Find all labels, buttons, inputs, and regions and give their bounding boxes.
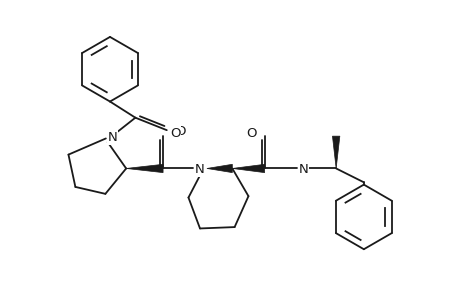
- Text: O: O: [246, 127, 257, 140]
- Polygon shape: [207, 164, 232, 172]
- Text: N: N: [298, 164, 308, 176]
- Polygon shape: [332, 136, 339, 169]
- Polygon shape: [126, 164, 163, 172]
- Text: O: O: [170, 127, 180, 140]
- Polygon shape: [232, 164, 264, 172]
- Text: O: O: [175, 125, 185, 138]
- Text: N: N: [195, 164, 204, 176]
- Text: N: N: [107, 131, 117, 144]
